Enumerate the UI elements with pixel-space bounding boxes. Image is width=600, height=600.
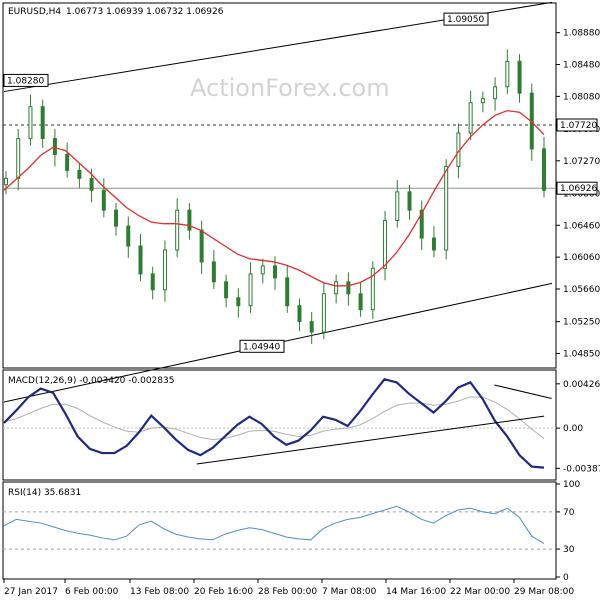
price-box (556, 181, 598, 195)
candle-body (517, 60, 522, 94)
time-tick-label: 14 Mar 16:00 (386, 587, 446, 597)
candle-body (370, 267, 375, 311)
price-tick-label: 1.07270 (563, 157, 600, 167)
macd-trendline (494, 384, 552, 399)
price-tick-label: 1.06060 (563, 253, 600, 263)
candle-body (224, 281, 229, 299)
candle-body (89, 177, 94, 191)
candle-body (407, 191, 412, 211)
candle-body (480, 98, 485, 104)
price-tick-label: 1.08080 (563, 92, 600, 102)
moving-average-line (3, 110, 545, 287)
candlesticks (4, 49, 546, 344)
macd-title: MACD(12,26,9) -0.003420 -0.002835 (8, 376, 174, 386)
candle-body (16, 138, 21, 179)
price-tick-label: 1.04850 (563, 349, 600, 359)
candle-body (431, 237, 436, 251)
price-box-label: 1.07720 (560, 121, 597, 131)
rsi-title: RSI(14) 35.6831 (8, 488, 81, 498)
price-box-label: 1.04940 (243, 342, 280, 352)
candle-body (28, 106, 33, 140)
time-tick-label: 13 Feb 08:00 (130, 587, 189, 597)
candle-body (65, 153, 70, 171)
macd-signal-line (3, 396, 545, 441)
candle-body (395, 191, 400, 222)
rsi-line (3, 505, 545, 544)
candle-body (52, 138, 57, 155)
rsi-tick-label: 70 (563, 508, 575, 518)
candle-body (40, 106, 45, 140)
macd-line (3, 378, 545, 469)
candle-body (114, 209, 119, 227)
price-title: EURUSD,H4 (8, 7, 61, 17)
price-pane-frame (2, 2, 557, 369)
time-tick-label: 28 Feb 00:00 (258, 587, 317, 597)
time-tick-label: 22 Mar 00:00 (450, 587, 510, 597)
candle-body (542, 148, 546, 191)
candle-body (321, 293, 326, 333)
candle-body (273, 265, 277, 279)
price-tick-label: 1.05250 (563, 318, 600, 328)
candle-body (236, 297, 241, 307)
candle-body (297, 305, 302, 323)
candle-body (260, 265, 265, 275)
price-tick-label: 1.06460 (563, 221, 600, 231)
price-tick-label: 1.08480 (563, 61, 600, 71)
price-annotations: 1.09050 1.08280 1.07720 1.06926 1.04940 (3, 12, 598, 353)
time-axis: 27 Jan 2017 6 Feb 00:00 13 Feb 08:00 20 Feb… (3, 579, 574, 597)
candle-body (150, 273, 155, 291)
price-box (443, 12, 489, 26)
candle-body (505, 60, 510, 88)
moving-average (3, 110, 545, 287)
price-box-label: 1.09050 (447, 15, 484, 25)
time-tick-label: 6 Feb 00:00 (65, 587, 119, 597)
time-tick-label: 7 Mar 08:00 (322, 587, 377, 597)
candle-body (101, 189, 106, 211)
rsi-pane-frame (2, 481, 557, 580)
candle-body (334, 281, 339, 295)
price-tick-label: 1.05660 (563, 285, 600, 295)
price-box (3, 73, 49, 87)
candle-body (77, 169, 82, 179)
macd-trendline (196, 415, 545, 465)
candle-body (211, 261, 216, 283)
price-tick-label: 1.08880 (563, 29, 600, 39)
candle-body (444, 165, 449, 251)
rsi-plot: 100 70 30 0 (3, 480, 580, 583)
candle-body (248, 273, 253, 307)
macd-tick-label: 0.00426 (563, 380, 600, 390)
time-tick-label: 20 Feb 16:00 (194, 587, 253, 597)
time-tick-label: 27 Jan 2017 (4, 587, 58, 597)
candle-body (346, 281, 351, 295)
candle-body (162, 249, 167, 291)
candle-body (468, 102, 473, 134)
candle-body (138, 245, 143, 275)
candle-body (126, 225, 131, 247)
candle-body (175, 209, 180, 251)
candle-body (419, 209, 424, 239)
macd-tick-label: 0.00 (563, 424, 583, 434)
candle-body (358, 293, 363, 311)
price-box (239, 339, 285, 353)
candle-body (187, 209, 192, 231)
price-box-label: 1.08280 (7, 76, 44, 86)
candle-body (309, 321, 314, 333)
rsi-tick-label: 30 (563, 545, 575, 555)
macd-tick-label: -0.003871 (563, 464, 600, 474)
rsi-tick-label: 100 (563, 480, 580, 490)
candle-body (383, 220, 388, 269)
ohlc-readout: 1.06773 1.06939 1.06732 1.06926 (66, 7, 224, 17)
candle-body (285, 277, 290, 307)
macd-plot: 0.00426 0.00 -0.003871 (3, 370, 600, 480)
price-levels (3, 124, 556, 189)
watermark: ActionForex.com (190, 74, 390, 102)
price-box-label: 1.06926 (560, 184, 597, 194)
candle-body (4, 177, 8, 186)
rsi-tick-label: 0 (563, 573, 569, 583)
price-box (556, 118, 598, 132)
candle-body (199, 229, 204, 263)
time-tick-label: 29 Mar 08:00 (514, 587, 574, 597)
candle-body (493, 86, 498, 100)
